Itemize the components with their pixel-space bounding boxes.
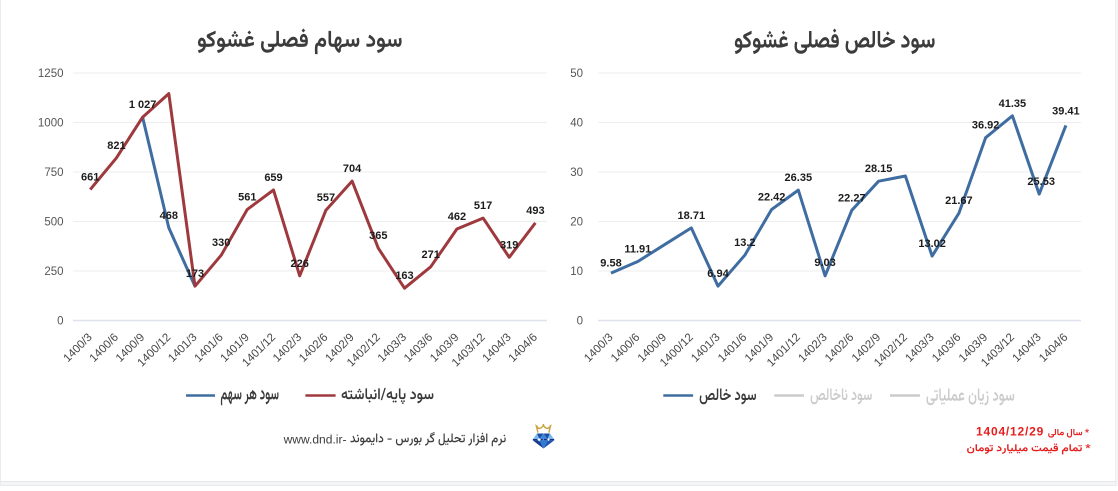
svg-text:1000: 1000 [38,118,64,130]
svg-text:493: 493 [526,205,544,217]
svg-text:9.03: 9.03 [814,257,835,269]
svg-text:10: 10 [570,266,583,278]
svg-text:661: 661 [81,172,99,184]
svg-text:28.15: 28.15 [865,163,893,175]
svg-text:13.2: 13.2 [734,237,755,249]
svg-text:517: 517 [474,200,492,212]
svg-text:173: 173 [186,268,204,280]
svg-text:22.42: 22.42 [758,192,786,204]
svg-text:36.92: 36.92 [972,120,1000,132]
svg-text:6.94: 6.94 [707,268,729,280]
svg-text:9.58: 9.58 [600,258,621,270]
svg-text:163: 163 [395,270,413,282]
svg-text:330: 330 [212,237,230,249]
svg-text:50: 50 [570,68,583,80]
svg-text:www.dnd.ir-: www.dnd.ir- [283,433,347,447]
svg-text:319: 319 [500,239,518,251]
svg-text:704: 704 [343,163,362,175]
svg-text:21.67: 21.67 [945,195,973,207]
svg-text:40: 40 [570,118,583,130]
svg-text:1404/12/29: 1404/12/29 [976,424,1044,438]
svg-text:25.53: 25.53 [1027,176,1055,188]
svg-text:561: 561 [238,191,256,203]
svg-text:659: 659 [264,172,282,184]
svg-text:468: 468 [160,210,178,222]
svg-text:11.91: 11.91 [624,244,651,256]
svg-text:750: 750 [44,167,63,179]
svg-text:18.71: 18.71 [678,210,706,222]
svg-text:250: 250 [44,266,63,278]
svg-text:39.41: 39.41 [1052,105,1080,117]
svg-text:0: 0 [57,316,63,328]
svg-text:1 027: 1 027 [129,99,157,111]
svg-text:365: 365 [369,230,387,242]
svg-text:20: 20 [570,217,583,229]
svg-text:26.35: 26.35 [785,172,813,184]
svg-text:500: 500 [44,217,63,229]
svg-text:0: 0 [577,316,583,328]
svg-text:821: 821 [107,140,125,152]
svg-text:13.02: 13.02 [918,238,946,250]
svg-text:226: 226 [291,258,309,270]
svg-text:1250: 1250 [38,68,64,80]
svg-text:22.27: 22.27 [838,192,866,204]
svg-text:30: 30 [570,167,583,179]
svg-text:41.35: 41.35 [999,98,1027,110]
svg-text:271: 271 [422,249,440,261]
svg-text:462: 462 [448,211,466,223]
svg-text:557: 557 [317,192,335,204]
